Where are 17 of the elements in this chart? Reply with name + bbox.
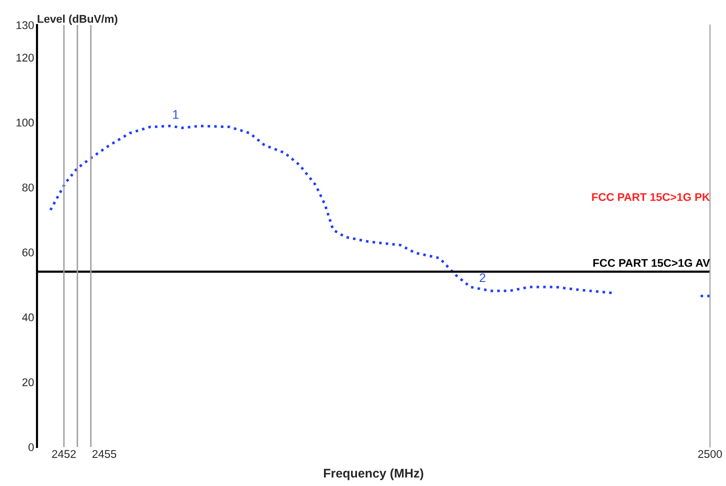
y-axis-title: Level (dBuV/m)	[38, 14, 118, 25]
x-tick-label: 2455	[92, 450, 116, 458]
y-tick-label: 80	[22, 184, 34, 192]
y-tick-label: 120	[16, 54, 34, 62]
y-tick-label: 100	[16, 118, 34, 127]
x-tick-label: 2500	[698, 450, 722, 458]
y-tick-label: 20	[22, 378, 34, 386]
y-tick-label: 60	[22, 248, 34, 256]
y-tick-label: 0	[28, 443, 34, 452]
annotation: 1	[173, 110, 179, 119]
x-tick-label: 2452	[52, 450, 76, 458]
y-tick-label: 40	[22, 313, 34, 322]
annotation: 2	[480, 273, 486, 282]
x-axis-title: Frequency (MHz)	[324, 468, 424, 480]
y-tick-label: 130	[16, 21, 34, 30]
annotation: FCC PART 15C>1G PK	[592, 193, 710, 202]
ref-line-label: FCC PART 15C>1G AV	[593, 259, 710, 267]
